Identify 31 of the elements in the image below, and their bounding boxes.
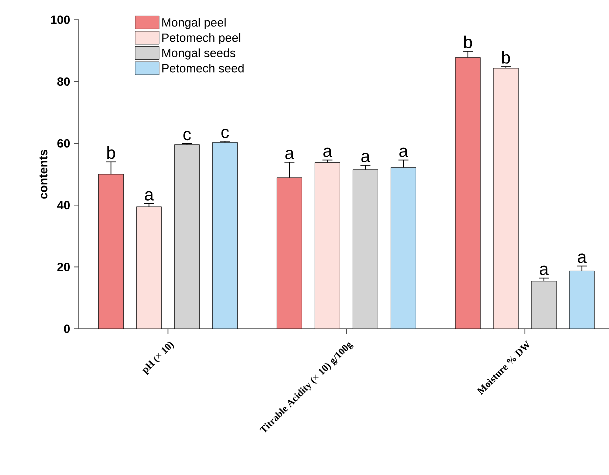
y-tick-label: 80 (58, 78, 70, 86)
annotation: a (400, 148, 408, 158)
annotation: c (184, 131, 192, 141)
annotation: a (578, 254, 587, 264)
annotation: a (286, 150, 294, 160)
legend-label: Mongal seeds (162, 48, 236, 60)
bar (212, 142, 238, 330)
y-tick-label: 20 (58, 262, 70, 272)
bar (493, 68, 519, 330)
y-tick-label: 60 (58, 139, 70, 148)
annotation: a (324, 148, 332, 158)
x-tick-label: pH (× 10) (142, 342, 174, 376)
legend-label: Petomech peel (162, 33, 241, 45)
annotation: c (222, 128, 230, 138)
legend-label: Petomech seed (162, 64, 244, 73)
legend-label: Mongal peel (162, 18, 226, 30)
bar (174, 144, 200, 330)
bar (531, 281, 557, 330)
annotation: b (464, 36, 472, 48)
bar (352, 170, 378, 330)
annotation: b (108, 146, 116, 160)
bar (136, 206, 162, 330)
annotation: b (502, 51, 510, 64)
annotation: a (145, 191, 154, 201)
y-axis-title: contents (40, 150, 48, 199)
y-tick-label: 0 (64, 324, 70, 334)
y-tick-label: 100 (51, 16, 70, 24)
annotation: a (362, 153, 370, 163)
annotation: a (540, 266, 549, 276)
y-tick-label: 40 (57, 201, 70, 210)
bar (314, 162, 340, 330)
